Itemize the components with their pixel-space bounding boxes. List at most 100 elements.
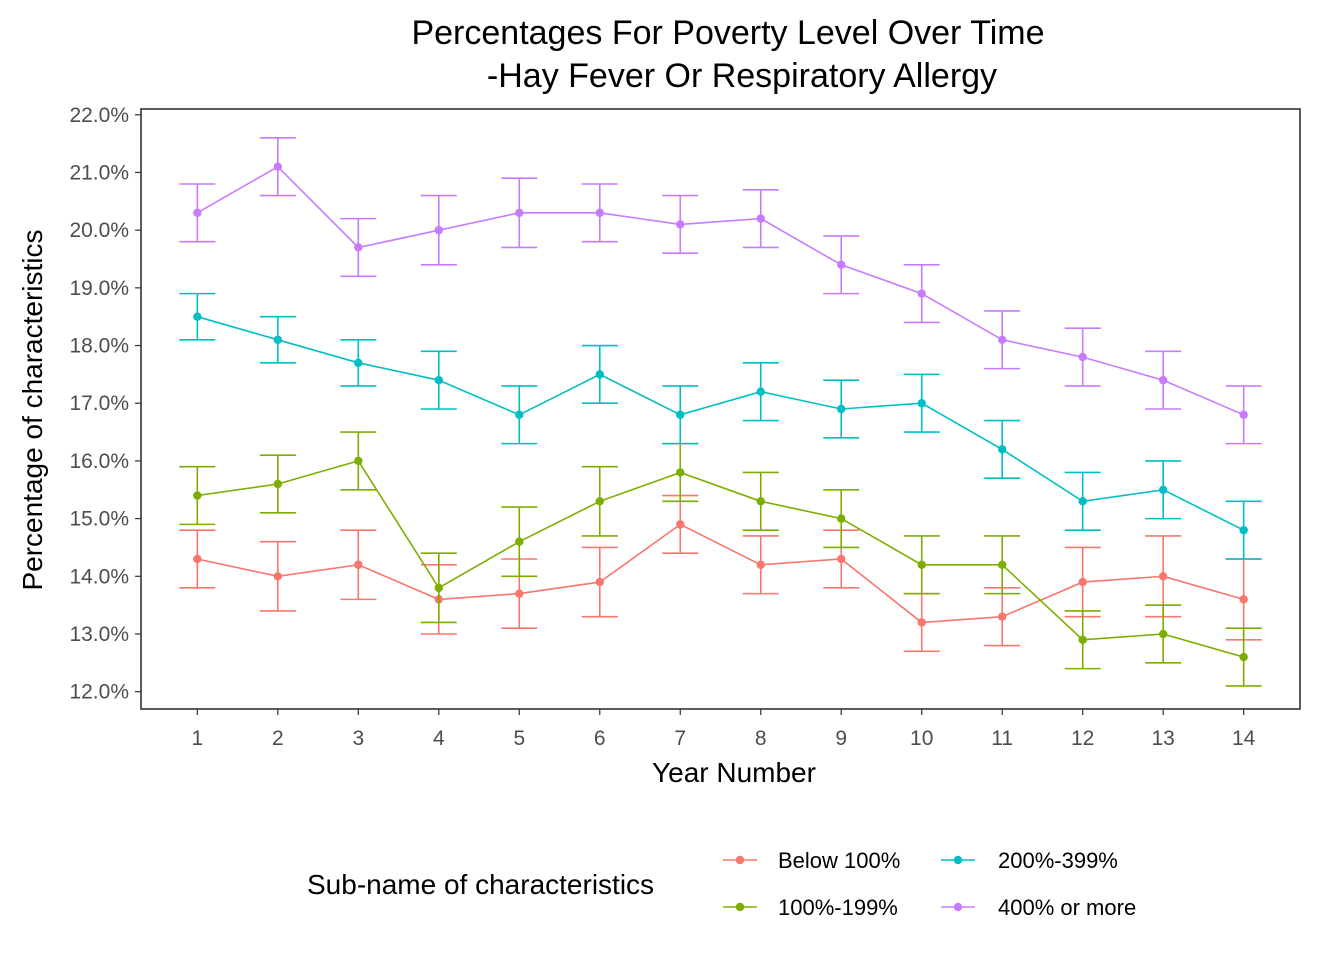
legend-key-point	[735, 902, 745, 912]
data-point	[515, 537, 524, 546]
x-tick-label: 3	[352, 727, 364, 750]
data-point	[193, 208, 202, 218]
data-point	[354, 243, 363, 252]
data-point	[1078, 497, 1087, 506]
data-point	[837, 554, 846, 564]
data-point	[756, 214, 765, 223]
data-point	[917, 618, 926, 627]
y-tick-label: 21.0%	[69, 161, 129, 184]
data-point	[273, 335, 283, 344]
y-tick-label: 20.0%	[69, 219, 129, 242]
y-axis-title: Percentage of characteristics	[17, 229, 48, 590]
series-line	[197, 523, 1244, 624]
series-below-100	[179, 494, 1262, 653]
legend-label-400-or-more: 400% or more	[998, 895, 1136, 920]
data-point	[595, 497, 604, 506]
plot-area	[140, 108, 1301, 710]
chart-title-line-2: -Hay Fever Or Respiratory Allergy	[487, 57, 997, 95]
y-axis: 12.0% 13.0% 14.0% 15.0% 16.0% 17.0% 18.0% 19.0%…	[69, 104, 141, 704]
data-point	[917, 560, 926, 569]
x-tick-label: 10	[910, 727, 933, 750]
legend-label-below-100: Below 100%	[778, 848, 900, 873]
data-point	[998, 445, 1007, 454]
y-tick-label: 17.0%	[69, 392, 129, 415]
chart-title-line-1: Percentages For Poverty Level Over Time	[411, 14, 1044, 52]
legend-label-200-399: 200%-399%	[998, 848, 1118, 873]
data-point	[917, 399, 926, 408]
legend-keys	[723, 855, 975, 912]
data-point	[1078, 635, 1087, 644]
legend-key-200-399	[941, 855, 975, 865]
data-point	[1158, 629, 1168, 639]
data-point	[515, 589, 524, 598]
legend-key-point	[953, 902, 963, 912]
data-point	[676, 468, 685, 477]
data-point	[837, 404, 846, 414]
y-tick-label: 15.0%	[69, 508, 129, 531]
panel-background	[141, 109, 1300, 709]
series-100-199	[179, 431, 1262, 687]
x-tick-label: 5	[513, 727, 525, 750]
x-tick-label: 9	[835, 727, 847, 750]
data-point	[515, 208, 524, 218]
x-axis: 1 2 3 4 5 6 7 8 9 10 11 12 13 14	[191, 709, 1256, 750]
data-point	[998, 335, 1007, 344]
legend-key-100-199	[723, 902, 757, 912]
legend-label-100-199: 100%-199%	[778, 895, 898, 920]
data-point	[1239, 595, 1248, 604]
x-tick-label: 13	[1151, 727, 1174, 750]
data-point	[434, 375, 443, 385]
x-axis-title: Year Number	[652, 757, 816, 788]
data-point	[273, 479, 283, 489]
legend: Sub-name of characteristics Below 100% 2…	[307, 848, 1136, 920]
y-tick-label: 22.0%	[69, 104, 129, 127]
y-tick-label: 14.0%	[69, 565, 129, 588]
data-point	[273, 162, 283, 171]
data-point	[354, 456, 363, 466]
data-point	[515, 410, 524, 419]
data-point	[676, 520, 685, 529]
x-tick-label: 4	[433, 727, 445, 750]
data-point	[756, 497, 765, 506]
data-point	[676, 410, 685, 419]
data-point	[1239, 652, 1248, 662]
y-tick-label: 12.0%	[69, 681, 129, 704]
data-point	[1239, 410, 1248, 419]
y-tick-label: 19.0%	[69, 277, 129, 300]
x-tick-label: 14	[1232, 727, 1256, 750]
data-point	[998, 612, 1007, 621]
data-point	[756, 387, 765, 396]
data-point	[1158, 485, 1168, 494]
data-point	[1078, 577, 1087, 587]
data-point	[354, 358, 363, 368]
legend-key-400-or-more	[941, 902, 975, 912]
series-line	[197, 459, 1244, 658]
legend-key-point	[735, 855, 745, 865]
data-point	[595, 208, 604, 218]
series-line	[197, 315, 1245, 531]
data-point	[676, 220, 685, 229]
y-tick-label: 16.0%	[69, 450, 129, 473]
data-point	[756, 560, 765, 569]
legend-key-below-100	[723, 855, 757, 865]
data-point	[434, 583, 443, 593]
data-point	[273, 572, 283, 581]
data-point	[837, 260, 846, 269]
x-tick-label: 12	[1071, 727, 1094, 750]
series-line	[196, 165, 1245, 416]
data-point	[998, 560, 1007, 569]
y-tick-label: 13.0%	[69, 623, 129, 646]
data-point	[1078, 352, 1087, 362]
x-tick-label: 11	[991, 727, 1013, 750]
data-point	[837, 514, 846, 523]
data-point	[917, 289, 926, 298]
data-point	[193, 554, 202, 564]
data-point	[193, 491, 202, 500]
data-point	[354, 560, 363, 569]
x-tick-label: 6	[594, 727, 606, 750]
y-tick-label: 18.0%	[69, 335, 129, 358]
data-point	[595, 370, 604, 379]
data-point	[595, 577, 604, 587]
legend-title: Sub-name of characteristics	[307, 869, 654, 900]
